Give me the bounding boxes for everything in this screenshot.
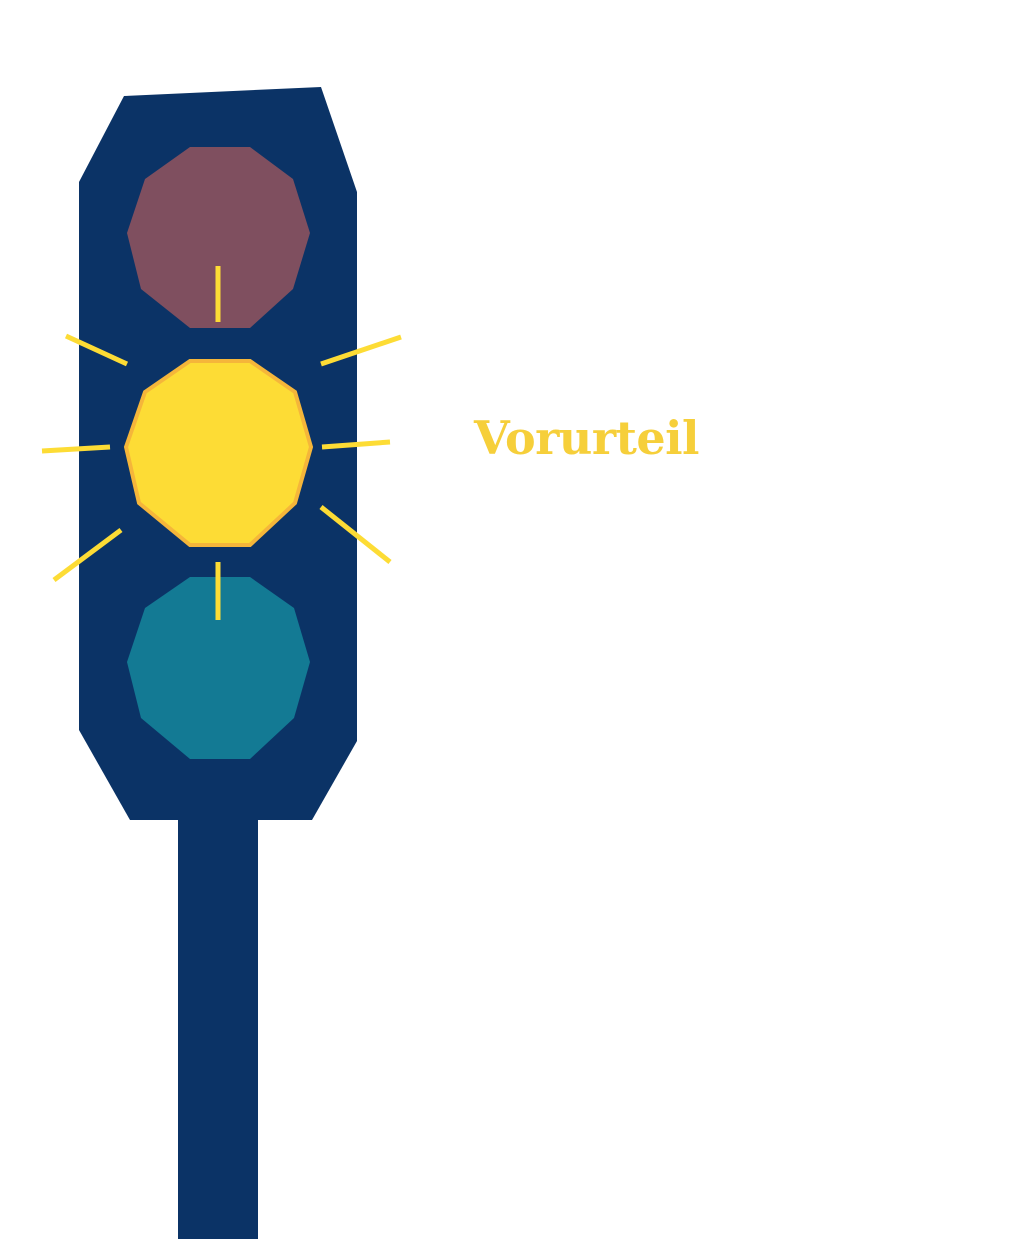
vorurteil-label: Vorurteil (474, 411, 700, 465)
yellow-light (123, 359, 314, 547)
glow-ray (52, 527, 123, 583)
green-light (127, 577, 310, 759)
glow-ray (319, 505, 392, 564)
traffic-light-pole (178, 805, 258, 1239)
glow-ray (320, 334, 402, 367)
glow-ray (64, 333, 129, 367)
glow-ray (321, 439, 391, 450)
glow-ray (41, 444, 111, 454)
red-light (127, 147, 310, 328)
glow-rays (41, 266, 402, 620)
